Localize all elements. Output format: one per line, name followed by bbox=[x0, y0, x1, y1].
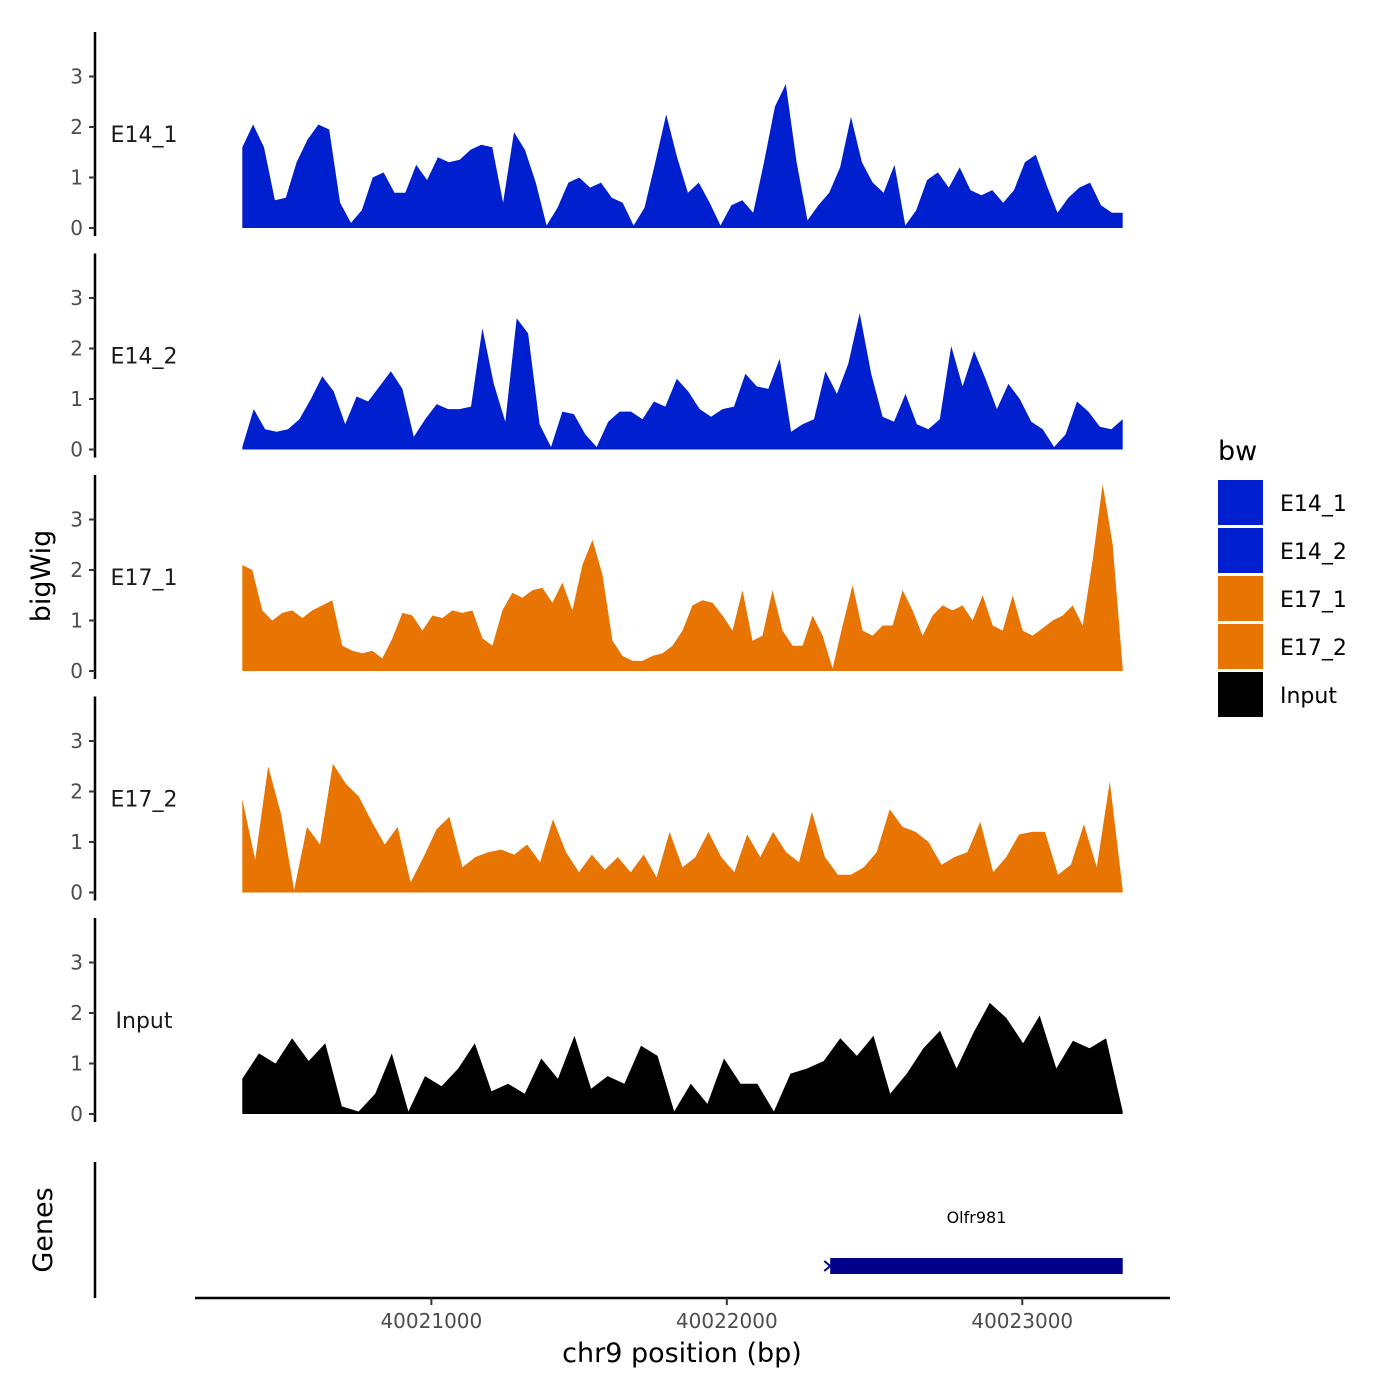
track-label: E17_1 bbox=[111, 566, 178, 591]
track-label: Input bbox=[116, 1009, 173, 1034]
x-tick-label: 40023000 bbox=[971, 1309, 1073, 1333]
legend-swatch bbox=[1218, 624, 1263, 669]
y-tick-label: 1 bbox=[70, 609, 83, 633]
track-label: E14_2 bbox=[111, 345, 178, 370]
gene-track: Genes Olfr981 bbox=[28, 1162, 1123, 1298]
legend-swatch bbox=[1218, 576, 1263, 621]
signal-area-e17_1 bbox=[242, 484, 1123, 671]
y-tick-label: 1 bbox=[70, 830, 83, 854]
y-tick-label: 1 bbox=[70, 387, 83, 411]
legend-title: bw bbox=[1218, 436, 1257, 467]
legend-swatch bbox=[1218, 528, 1263, 573]
track-panel-e14_1: 0 1 2 3 E14_1 bbox=[70, 32, 1123, 240]
x-ticks: 40021000 40022000 40023000 bbox=[380, 1298, 1073, 1333]
y-tick-label: 3 bbox=[70, 65, 83, 89]
y-tick-label: 2 bbox=[70, 558, 83, 582]
y-tick-label: 2 bbox=[70, 337, 83, 361]
x-tick-label: 40021000 bbox=[380, 1309, 482, 1333]
gene-track-title: Genes bbox=[28, 1187, 59, 1272]
y-tick-label: 0 bbox=[70, 1102, 83, 1126]
y-tick-label: 2 bbox=[70, 780, 83, 804]
y-tick-label: 0 bbox=[70, 216, 83, 240]
y-tick-label: 3 bbox=[70, 729, 83, 753]
legend-entries: E14_1 E14_2 E17_1 E17_2 Input bbox=[1218, 480, 1347, 717]
gene-features: Olfr981 bbox=[823, 1208, 1123, 1274]
track-label: E17_2 bbox=[111, 788, 178, 813]
y-tick-label: 1 bbox=[70, 1052, 83, 1076]
legend: bw E14_1 E14_2 E17_1 E17_2 Input bbox=[1218, 436, 1347, 717]
y-tick-label: 2 bbox=[70, 115, 83, 139]
y-tick-label: 0 bbox=[70, 438, 83, 462]
x-axis: 40021000 40022000 40023000 chr9 position (… bbox=[195, 1296, 1170, 1369]
track-label: E14_1 bbox=[111, 123, 178, 148]
legend-swatch bbox=[1218, 480, 1263, 525]
legend-label: E14_2 bbox=[1280, 540, 1347, 565]
legend-label: Input bbox=[1280, 684, 1337, 709]
legend-label: E17_2 bbox=[1280, 636, 1347, 661]
y-axis-title: bigWig bbox=[26, 530, 57, 623]
gene-strand-marker bbox=[823, 1260, 832, 1272]
x-tick-label: 40022000 bbox=[676, 1309, 778, 1333]
y-tick-label: 1 bbox=[70, 166, 83, 190]
legend-label: E17_1 bbox=[1280, 588, 1347, 613]
signal-area-input bbox=[242, 1002, 1123, 1114]
x-axis-title: chr9 position (bp) bbox=[562, 1338, 802, 1369]
gene-body bbox=[830, 1258, 1123, 1274]
y-tick-label: 3 bbox=[70, 286, 83, 310]
y-tick-label: 3 bbox=[70, 951, 83, 975]
track-panel-e17_2: 0 1 2 3 E17_2 bbox=[70, 696, 1123, 905]
signal-area-e17_2 bbox=[242, 763, 1123, 893]
signal-area-e14_1 bbox=[242, 84, 1123, 228]
track-panel-e17_1: 0 1 2 3 E17_1 bbox=[70, 475, 1123, 683]
y-tick-label: 2 bbox=[70, 1001, 83, 1025]
y-tick-label: 0 bbox=[70, 881, 83, 905]
signal-area-e14_2 bbox=[242, 313, 1123, 450]
y-tick-label: 3 bbox=[70, 508, 83, 532]
gene-label: Olfr981 bbox=[947, 1208, 1007, 1227]
y-tick-label: 0 bbox=[70, 659, 83, 683]
legend-swatch bbox=[1218, 672, 1263, 717]
track-panel-e14_2: 0 1 2 3 E14_2 bbox=[70, 253, 1123, 462]
signal-tracks: 0 1 2 3 E14_1 0 1 2 3 E14_2 0 1 2 3 E17_1 0 1 2 3 E17_2 0 1 2 3… bbox=[70, 32, 1123, 1126]
track-panel-input: 0 1 2 3 Input bbox=[70, 918, 1123, 1126]
legend-label: E14_1 bbox=[1280, 492, 1347, 517]
